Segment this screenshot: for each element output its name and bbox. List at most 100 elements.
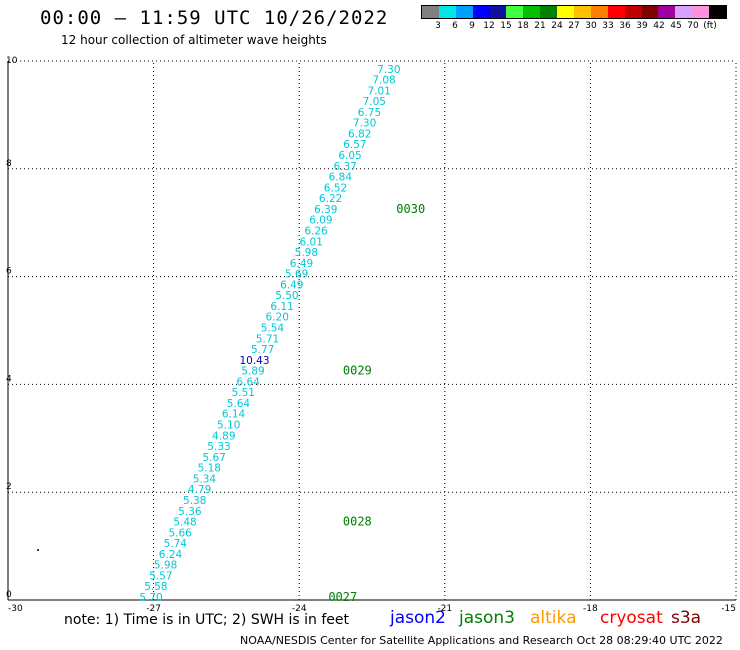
wave-height-label: 5.70 <box>139 592 162 604</box>
wave-height-label: 5.64 <box>227 398 251 410</box>
wave-height-label: 4.79 <box>188 484 211 496</box>
color-swatch-14 <box>658 6 676 18</box>
color-swatch-16 <box>692 6 710 18</box>
wave-height-label: 5.66 <box>168 527 192 539</box>
stray-dot <box>37 549 39 551</box>
color-scale-label: 24 <box>551 21 563 31</box>
wave-height-label: 5.74 <box>164 538 188 550</box>
color-swatch-12 <box>624 6 642 18</box>
wave-height-label: 5.69 <box>285 269 308 281</box>
note-text: note: 1) Time is in UTC; 2) SWH is in fe… <box>64 612 350 628</box>
wave-height-label: 6.84 <box>329 172 353 184</box>
wave-height-label: 7.05 <box>363 96 386 108</box>
wave-height-label: 5.57 <box>149 570 172 582</box>
x-tick-label: -18 <box>583 604 598 614</box>
legend-altika: altika <box>530 608 577 628</box>
wave-height-label: 6.22 <box>319 193 342 205</box>
color-scale-label: 45 <box>670 21 682 31</box>
time-label: 0027 <box>328 590 357 604</box>
wave-height-label: 6.37 <box>333 161 356 173</box>
color-swatch-11 <box>607 6 625 18</box>
color-scale-label: 18 <box>517 21 529 31</box>
wave-height-label: 5.98 <box>154 560 177 572</box>
wave-height-label: 5.58 <box>144 581 167 593</box>
color-scale-label: 6 <box>452 21 458 31</box>
color-scale-label: 27 <box>568 21 580 31</box>
color-scale-label: 21 <box>534 21 546 31</box>
wave-height-label: 5.34 <box>193 473 217 485</box>
wave-height-label: 5.77 <box>251 344 274 356</box>
time-label: 0029 <box>343 364 372 378</box>
wave-height-label: 6.24 <box>159 549 183 561</box>
color-swatch-17 <box>709 6 727 18</box>
color-swatch-10 <box>590 6 608 18</box>
wave-height-label: 6.82 <box>348 128 371 140</box>
color-scale-label: 9 <box>469 21 475 31</box>
color-scale-label: 39 <box>636 21 648 31</box>
wave-height-label: 6.75 <box>358 107 381 119</box>
color-scale-label: 15 <box>500 21 512 31</box>
wave-height-label: 6.39 <box>314 204 337 216</box>
wave-height-label: 5.18 <box>198 463 221 475</box>
wave-height-label: 4.89 <box>212 430 235 442</box>
x-tick-label: -24 <box>292 604 307 614</box>
wave-height-label: 6.64 <box>236 376 260 388</box>
y-tick-label: 2 <box>6 482 12 492</box>
color-swatch-15 <box>675 6 693 18</box>
color-swatch-0 <box>422 6 439 18</box>
wave-height-label: 6.20 <box>266 312 289 324</box>
wave-height-label: 5.36 <box>178 506 202 518</box>
wave-height-labels: 7.307.087.017.056.757.306.826.576.056.37… <box>139 64 400 604</box>
wave-height-label: 5.50 <box>275 290 298 302</box>
wave-height-label: 5.98 <box>295 247 318 259</box>
chart-title: 00:00 – 11:59 UTC 10/26/2022 <box>40 7 389 29</box>
color-swatch-9 <box>574 6 591 18</box>
color-scale-label: (ft) <box>703 21 717 31</box>
color-scale-label: 33 <box>602 21 614 31</box>
legend-s3a: s3a <box>671 608 702 628</box>
legend-cryosat: cryosat <box>600 608 663 628</box>
wave-height-label: 5.54 <box>261 323 285 335</box>
legend-jason2: jason2 <box>390 608 446 628</box>
color-scale-label: 12 <box>483 21 495 31</box>
wave-height-label: 5.67 <box>202 452 225 464</box>
y-tick-label: 0 <box>6 590 12 600</box>
wave-height-label: 7.30 <box>377 64 400 76</box>
y-tick-label: 6 <box>6 267 12 277</box>
axis-tick-labels: -30 -27 -24 -21 -18 -15 0 2 4 6 8 10 <box>6 56 736 614</box>
footer-credit: NOAA/NESDIS Center for Satellite Applica… <box>240 634 723 647</box>
color-swatch-5 <box>506 6 524 18</box>
wave-height-label: 5.89 <box>241 366 264 378</box>
time-label: 0030 <box>396 202 425 216</box>
time-labels: 0030 0029 0028 0027 <box>328 202 425 604</box>
wave-height-label: 6.05 <box>338 150 361 162</box>
wave-height-label: 5.38 <box>183 495 206 507</box>
wave-height-label: 6.01 <box>300 236 323 248</box>
wave-height-label: 5.33 <box>207 441 230 453</box>
wave-height-label: 6.09 <box>309 215 332 227</box>
wave-height-label: 7.08 <box>372 75 395 87</box>
color-swatch-1 <box>438 6 456 18</box>
legend-jason3: jason3 <box>459 608 515 628</box>
color-swatch-8 <box>557 6 575 18</box>
wave-height-label: 6.49 <box>280 279 303 291</box>
chart-subtitle: 12 hour collection of altimeter wave hei… <box>61 33 327 47</box>
color-scale-label: 42 <box>653 21 665 31</box>
wave-height-label: 5.71 <box>256 333 279 345</box>
wave-height-label: 10.43 <box>239 355 269 367</box>
wave-height-label: 7.30 <box>353 118 376 130</box>
color-scale-label: 70 <box>687 21 699 31</box>
x-tick-label: -15 <box>721 604 736 614</box>
grid-lines <box>7 60 737 601</box>
x-tick-label: -21 <box>437 604 452 614</box>
color-swatch-4 <box>489 6 507 18</box>
wave-height-label: 6.57 <box>343 139 366 151</box>
color-swatch-2 <box>455 6 473 18</box>
color-scale-bar <box>421 5 727 19</box>
wave-height-label: 6.14 <box>222 409 246 421</box>
color-scale-label: 36 <box>619 21 631 31</box>
y-tick-label: 8 <box>6 159 12 169</box>
y-tick-label: 4 <box>6 374 12 384</box>
wave-height-label: 6.49 <box>290 258 313 270</box>
